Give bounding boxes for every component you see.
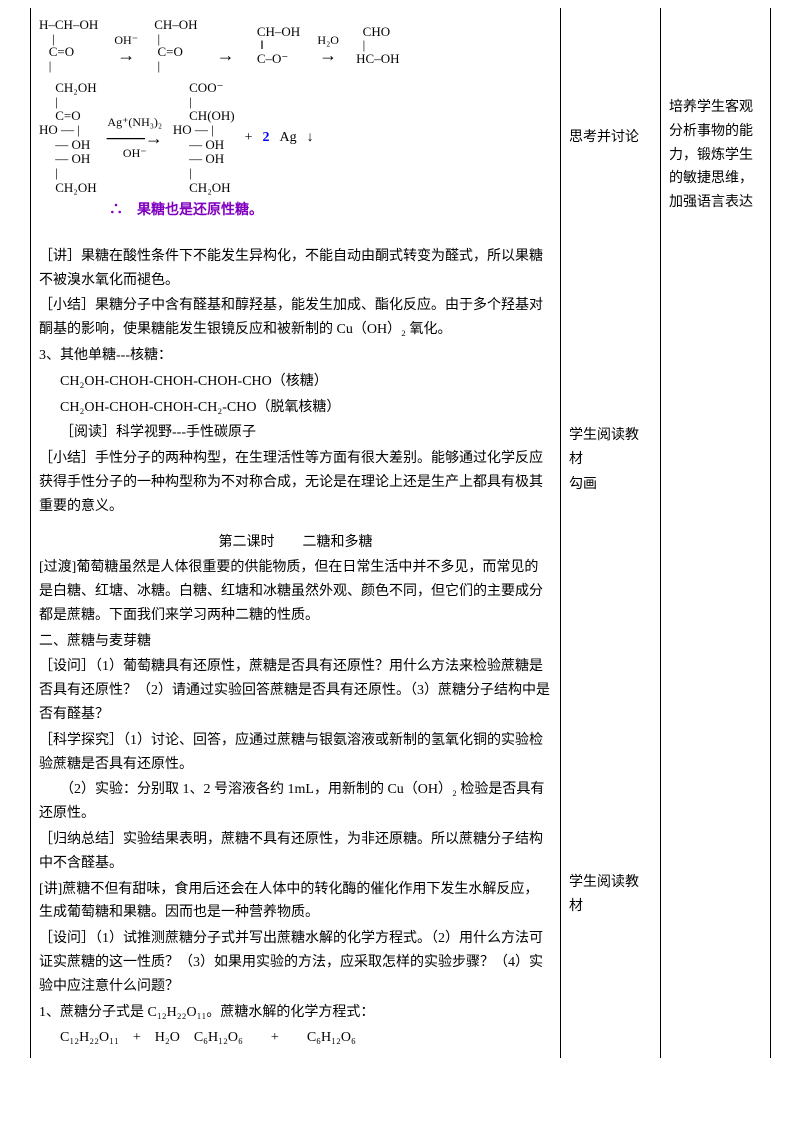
product-right: COO⁻ | CH(OH) HO — | — OH — OH | CH₂OH [173,81,235,195]
para-experiment: （2）实验：分别取 1、2 号溶液各约 1mL，用新制的 Cu（OH）₂ 检验是… [39,778,552,826]
lecture-block: ［讲］果糖在酸性条件下不能发生异构化，不能自动由酮式转变为醛式，所以果糖不被溴水… [39,245,552,1051]
right-note-1: 培养学生客观分析事物的能力，锻炼学生的敏捷思维，加强语言表达 [669,96,762,215]
fructose-left: CH₂OH | C=O HO — | — OH — OH | CH₂OH [39,81,97,195]
formula-deoxyribose: CH₂OH-CHOH-CHOH-CH₂-CHO（脱氧核糖） [39,396,552,420]
heading-lesson2: 第二课时 二糖和多糖 [39,531,552,555]
formula-ribose: CH₂OH-CHOH-CHOH-CHOH-CHO（核糖） [39,370,552,394]
mol-step4: CHO | HC–OH [356,25,399,66]
arrow-ag: Ag⁺(NH₃)₂ ───→ OH⁻ [107,110,163,165]
middle-column: 思考并讨论 学生阅读教材 勾画 学生阅读教材 [561,8,661,1058]
mid-note-3: 学生阅读教材 [569,871,652,919]
para-conclude: ［归纳总结］实验结果表明，蔗糖不具有还原性，为非还原糖。所以蔗糖分子结构中不含醛… [39,828,552,876]
down-arrow-icon: ↓ [307,126,314,150]
para-question-1: ［设问］（1）葡萄糖具有还原性，蔗糖是否具有还原性？用什么方法来检验蔗糖是否具有… [39,655,552,726]
mol-step3: CH–OH ‖ C–O⁻ [254,25,301,66]
para-lecture-1: ［讲］果糖在酸性条件下不能发生异构化，不能自动由酮式转变为醛式，所以果糖不被溴水… [39,245,552,293]
heading-section2: 二、蔗糖与麦芽糖 [39,630,552,654]
para-summary-1: ［小结］果糖分子中含有醛基和醇羟基，能发生加成、酯化反应。由于多个羟基对酮基的影… [39,294,552,342]
plus-sign: + [245,126,253,150]
para-summary-2: ［小结］手性分子的两种构型，在生理活性等方面有很大差别。能够通过化学反应获得手性… [39,447,552,518]
mol-step1: H–CH–OH | C=O | [39,18,98,73]
reaction-silver-mirror: CH₂OH | C=O HO — | — OH — OH | CH₂OH Ag⁺… [39,81,552,195]
para-transition: [过渡]葡萄糖虽然是人体很重要的供能物质，但在日常生活中并不多见，而常见的是白糖… [39,556,552,627]
mid-note-2b: 勾画 [569,473,652,497]
page: H–CH–OH | C=O | OH⁻ → CH–OH | C=O | → [0,0,800,1066]
mol-step2: CH–OH | C=O | [154,18,197,73]
main-column: H–CH–OH | C=O | OH⁻ → CH–OH | C=O | → [31,8,561,1058]
conclusion-line: ∴ 果糖也是还原性糖。 [109,199,552,223]
mid-note-1: 思考并讨论 [569,126,652,150]
para-other-mono: 3、其他单糖---核糖： [39,344,552,368]
para-read: ［阅读］科学视野---手性碳原子 [39,421,552,445]
arrow-1: OH⁻ → [104,28,148,63]
para-explore-1: ［科学探究］（1）讨论、回答，应通过蔗糖与银氨溶液或新制的氢氧化铜的实验检验蔗糖… [39,729,552,777]
arrow-2: → [204,28,248,63]
mid-note-2: 学生阅读教材 [569,424,652,472]
right-column: 培养学生客观分析事物的能力，锻炼学生的敏捷思维，加强语言表达 [661,8,771,1058]
ag-text: Ag [280,126,297,150]
para-formula-intro: 1、蔗糖分子式是 C₁₂H₂₂O₁₁。蔗糖水解的化学方程式： [39,1001,552,1025]
arrow-3: H₂O → [306,28,350,63]
para-hydrolysis-eq: C₁₂H₂₂O₁₁ + H₂O C₆H₁₂O₆ + C₆H₁₂O₆ [39,1026,552,1050]
layout-table: H–CH–OH | C=O | OH⁻ → CH–OH | C=O | → [30,8,771,1058]
coef-2: 2 [263,126,270,150]
para-question-2: ［设问］（1）试推测蔗糖分子式并写出蔗糖水解的化学方程式。（2）用什么方法可证实… [39,927,552,998]
reaction-isomerization: H–CH–OH | C=O | OH⁻ → CH–OH | C=O | → [39,18,552,223]
para-lecture-2: [讲]蔗糖不但有甜味，食用后还会在人体中的转化酶的催化作用下发生水解反应，生成葡… [39,878,552,926]
